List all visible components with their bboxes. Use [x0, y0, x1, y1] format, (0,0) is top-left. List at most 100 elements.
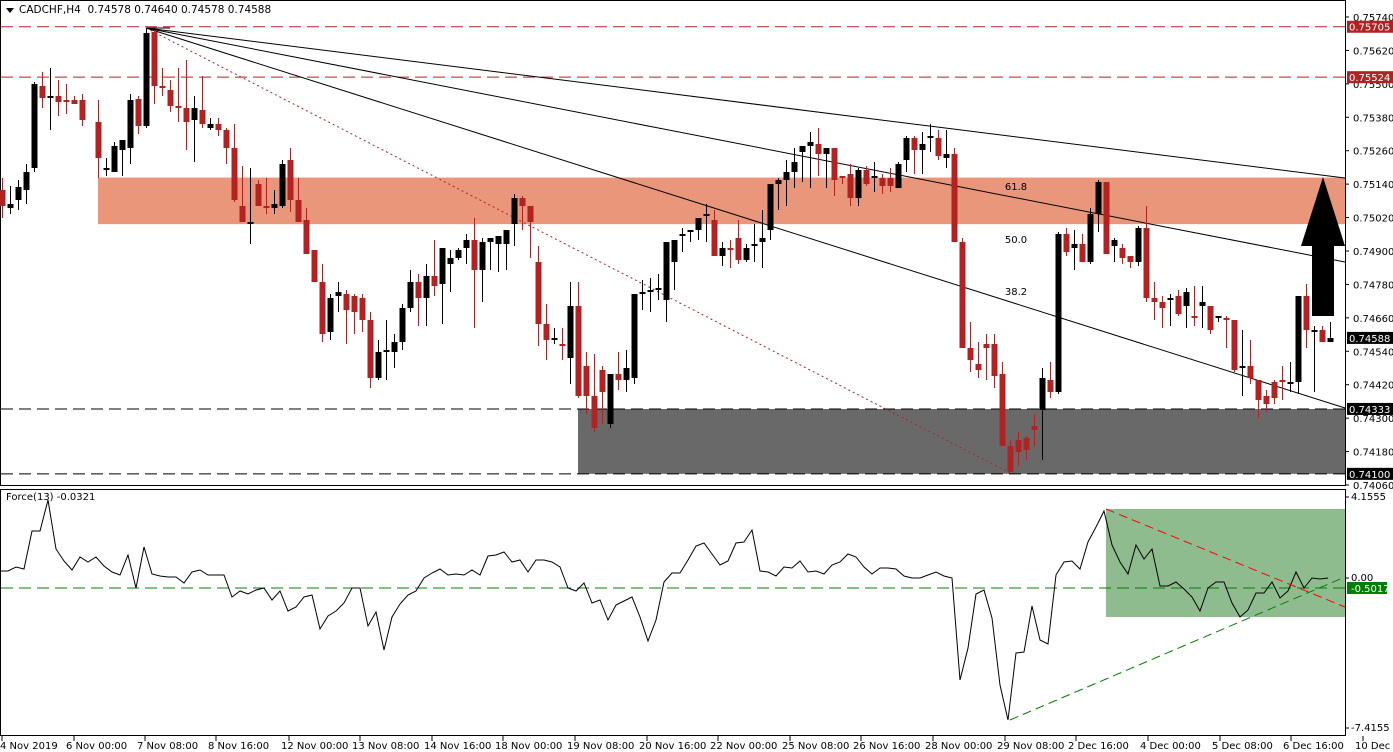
- candle: [287, 148, 294, 212]
- price-axis: 0.75740 0.75620 0.75500 0.75380 0.75260 0.751…: [1345, 13, 1393, 492]
- candle: [111, 142, 118, 172]
- candle: [0, 178, 6, 218]
- time-tick-label: 12 Nov 00:00: [281, 741, 348, 752]
- candle: [855, 168, 862, 206]
- candle: [1279, 366, 1286, 400]
- candle: [791, 148, 798, 188]
- time-tick-label: 20 Nov 16:00: [639, 741, 706, 752]
- candle: [207, 118, 214, 130]
- candle: [311, 250, 318, 282]
- force-index-series: [0, 499, 1346, 721]
- time-tick-label: 19 Nov 08:00: [567, 741, 634, 752]
- force-indicator-title: Force(13) -0.0321: [6, 492, 95, 503]
- candle: [1231, 320, 1238, 372]
- candle: [959, 238, 966, 348]
- candle: [1007, 440, 1014, 472]
- candle: [919, 132, 926, 174]
- candle: [703, 204, 710, 242]
- candle: [263, 178, 270, 214]
- candle: [639, 280, 646, 310]
- candle: [799, 146, 806, 182]
- candle: [103, 158, 110, 176]
- collapse-triangle-icon[interactable]: [6, 7, 14, 13]
- candle: [1039, 368, 1046, 460]
- candle: [543, 304, 550, 360]
- candle: [551, 328, 558, 344]
- symbol-label: CADCHF,H4: [19, 4, 81, 16]
- candle: [807, 132, 814, 188]
- candle: [767, 184, 774, 240]
- candle: [383, 320, 390, 380]
- candle: [439, 248, 446, 324]
- candle: [647, 278, 654, 312]
- candle: [399, 304, 406, 350]
- candle: [759, 210, 766, 268]
- price-tick-label: 0.74300: [1353, 414, 1393, 425]
- candle: [1263, 390, 1270, 412]
- force-axis: 4.1555 0.00 -7.4155 -0.5017: [1345, 492, 1390, 734]
- candle: [751, 224, 758, 262]
- price-tick-label: 0.75500: [1353, 80, 1393, 91]
- candle: [135, 96, 142, 134]
- candle: [663, 242, 670, 322]
- candle: [711, 210, 718, 256]
- time-tick-label: 25 Nov 08:00: [782, 741, 849, 752]
- price-tick-label: 0.75140: [1353, 180, 1393, 191]
- candle: [127, 94, 134, 164]
- force-tick-label: -7.4155: [1351, 723, 1390, 734]
- time-tick-label: 7 Nov 08:00: [137, 741, 198, 752]
- force-green-trendline: [1009, 576, 1346, 721]
- price-tick-label: 0.74540: [1353, 347, 1393, 358]
- candle: [1063, 228, 1070, 256]
- price-tick-label: 0.75380: [1353, 113, 1393, 124]
- ohlc-values: 0.74578 0.74640 0.74578 0.74588: [87, 4, 272, 16]
- time-tick-label: 6 Nov 00:00: [66, 741, 127, 752]
- candle: [951, 148, 958, 242]
- candle: [247, 168, 254, 244]
- candle: [1247, 340, 1254, 384]
- time-tick-label: 10 Dec 00:00: [1355, 741, 1393, 752]
- candle: [391, 334, 398, 368]
- force-indicator-name: Force(13): [6, 492, 54, 503]
- candle: [1119, 244, 1126, 264]
- candle: [783, 160, 790, 206]
- candle: [1199, 286, 1206, 328]
- horizontal-lines-layer: [1, 26, 1345, 589]
- candle: [71, 96, 78, 104]
- candle: [1175, 290, 1182, 316]
- candle: [719, 242, 726, 266]
- time-tick-label: 6 Dec 16:00: [1283, 741, 1344, 752]
- candle: [519, 196, 526, 230]
- fan-line-61.8: [145, 27, 1346, 179]
- candle: [903, 136, 910, 172]
- candle: [975, 342, 982, 378]
- candle: [63, 84, 70, 114]
- candle: [735, 220, 742, 264]
- candle: [1031, 414, 1038, 446]
- price-marker-label: 0.75524: [1349, 73, 1390, 84]
- candle: [511, 194, 518, 246]
- time-tick-label: 13 Nov 08:00: [352, 741, 419, 752]
- candle: [1071, 230, 1078, 270]
- candle: [695, 218, 702, 240]
- candle: [359, 294, 366, 332]
- candle: [687, 230, 694, 242]
- candle: [15, 180, 22, 210]
- candle: [847, 164, 854, 206]
- time-tick-label: 8 Nov 16:00: [208, 741, 269, 752]
- candle: [823, 148, 830, 188]
- price-marker-label: 0.74588: [1349, 334, 1390, 345]
- candle: [1023, 436, 1030, 460]
- fan-line-38.2: [145, 27, 1346, 409]
- candle: [487, 238, 494, 270]
- candle: [775, 178, 782, 210]
- candle: [503, 230, 510, 270]
- candle: [983, 334, 990, 380]
- fan-level-label: 61.8: [1005, 182, 1027, 193]
- time-tick-label: 29 Nov 08:00: [997, 741, 1064, 752]
- candle: [623, 350, 630, 392]
- candle: [295, 178, 302, 222]
- candle: [1127, 256, 1134, 268]
- candle: [1255, 380, 1262, 418]
